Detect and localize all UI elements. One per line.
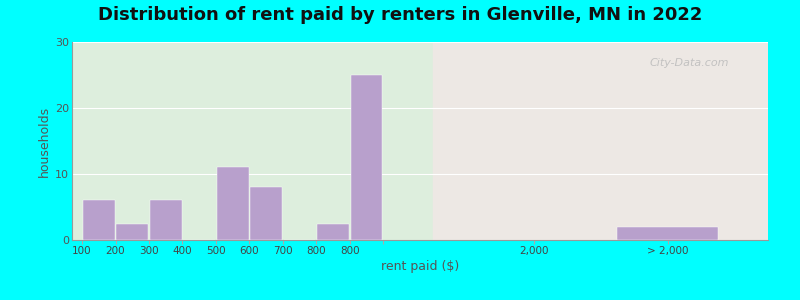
Text: City-Data.com: City-Data.com <box>650 58 729 68</box>
Bar <box>116 224 148 240</box>
Bar <box>434 42 800 240</box>
Bar <box>618 227 718 240</box>
Bar <box>83 200 114 240</box>
Y-axis label: households: households <box>38 105 51 177</box>
Bar <box>250 187 282 240</box>
X-axis label: rent paid ($): rent paid ($) <box>381 260 459 273</box>
Bar <box>217 167 249 240</box>
Bar <box>350 75 382 240</box>
Text: Distribution of rent paid by renters in Glenville, MN in 2022: Distribution of rent paid by renters in … <box>98 6 702 24</box>
Bar <box>317 224 349 240</box>
Bar <box>150 200 182 240</box>
